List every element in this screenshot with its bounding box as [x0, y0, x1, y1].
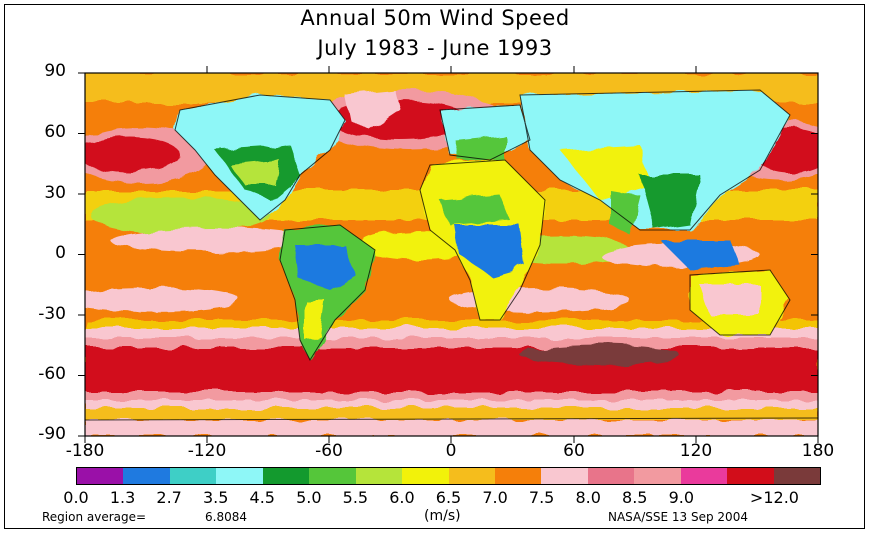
color-scale-label: 8.0: [575, 488, 601, 507]
color-scale-swatch: [216, 468, 263, 484]
color-scale-label: 2.7: [156, 488, 182, 507]
x-tick-label: 60: [563, 441, 585, 461]
x-tick-label: 0: [445, 441, 457, 461]
color-scale-label: 6.5: [435, 488, 462, 507]
color-scale-label: 9.0: [668, 488, 695, 507]
color-scale-label: 5.0: [296, 488, 322, 507]
y-tick-label: -60: [38, 364, 66, 384]
color-scale-swatch: [494, 468, 542, 484]
units-label: (m/s): [424, 508, 461, 524]
color-scale-swatch: [634, 468, 681, 484]
y-tick-label: 90: [44, 61, 66, 81]
y-tick-label: -30: [38, 304, 66, 324]
color-scale-swatch: [727, 468, 774, 484]
color-scale-label: 7.5: [528, 488, 555, 507]
color-scale-swatch: [402, 468, 449, 484]
color-scale-swatch: [262, 468, 310, 484]
color-scale-swatch: [77, 468, 124, 484]
x-tick-label: -180: [65, 441, 105, 461]
color-scale-swatch: [541, 468, 588, 484]
y-tick-label: 60: [44, 122, 66, 142]
color-scale-bar: [76, 467, 821, 485]
x-tick-label: 180: [801, 441, 835, 461]
x-tick-label: -120: [187, 441, 227, 461]
color-scale-swatch: [123, 468, 170, 484]
region-average-value: 6.8084: [205, 510, 247, 524]
color-scale-swatch: [448, 468, 495, 484]
color-scale-swatch: [587, 468, 635, 484]
map-title: Annual 50m Wind Speed: [300, 6, 570, 30]
color-scale-label: 3.5: [202, 488, 229, 507]
color-scale-label: 8.5: [622, 488, 648, 507]
x-tick-label: -60: [315, 441, 343, 461]
credit-text: NASA/SSE 13 Sep 2004: [608, 510, 748, 524]
color-scale-label: >12.0: [749, 488, 799, 507]
color-scale-swatch: [169, 468, 217, 484]
color-scale-label: 0.0: [63, 488, 89, 507]
color-scale-swatch: [680, 468, 728, 484]
color-scale-label: 1.3: [109, 488, 136, 507]
color-scale-label: 4.5: [249, 488, 275, 507]
color-scale-label: 5.5: [342, 488, 369, 507]
color-scale-swatch: [355, 468, 403, 484]
color-scale-label: 6.0: [389, 488, 415, 507]
x-tick-label: 120: [679, 441, 713, 461]
color-scale-swatch: [773, 468, 820, 484]
map-subtitle: July 1983 - June 1993: [317, 36, 553, 60]
color-scale-swatch: [309, 468, 356, 484]
region-average-label: Region average=: [42, 510, 147, 524]
y-tick-label: 30: [44, 183, 66, 203]
color-scale-label: 7.0: [482, 488, 508, 507]
y-tick-label: -90: [38, 424, 66, 444]
y-tick-label: 0: [55, 243, 66, 263]
